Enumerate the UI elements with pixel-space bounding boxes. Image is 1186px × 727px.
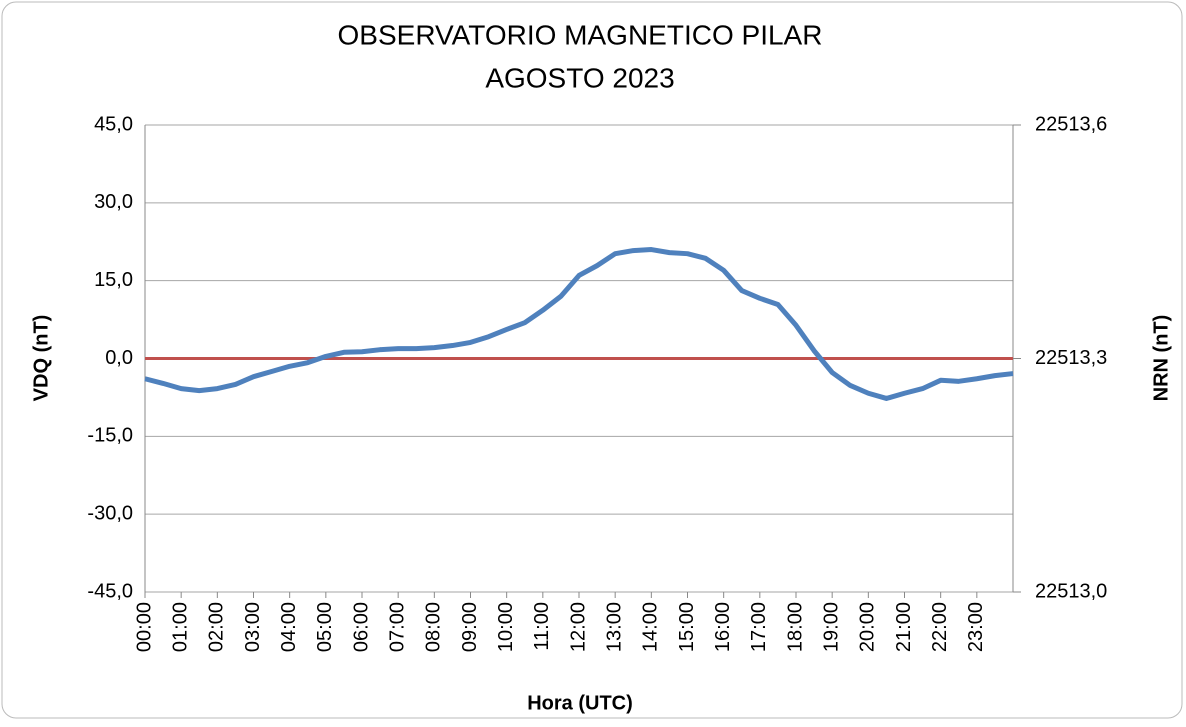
x-axis-label: Hora (UTC): [527, 692, 633, 714]
x-tick-label: 07:00: [386, 602, 408, 652]
x-tick-label: 15:00: [676, 602, 698, 652]
x-tick-label: 10:00: [495, 602, 517, 652]
x-tick-label: 17:00: [748, 602, 770, 652]
x-tick-label: 23:00: [965, 602, 987, 652]
y2-axis-label: NRN (nT): [1150, 315, 1172, 402]
x-tick-label: 06:00: [350, 602, 372, 652]
y-tick-label: -45,0: [87, 580, 133, 602]
x-tick-label: 18:00: [784, 602, 806, 652]
x-tick-label: 20:00: [857, 602, 879, 652]
x-tick-label: 08:00: [423, 602, 445, 652]
x-tick-label: 05:00: [314, 602, 336, 652]
y2-tick-label: 22513,0: [1035, 580, 1107, 602]
y-tick-label: 15,0: [94, 269, 133, 291]
x-tick-label: 19:00: [820, 602, 842, 652]
x-tick-label: 04:00: [278, 602, 300, 652]
x-tick-label: 13:00: [603, 602, 625, 652]
y-tick-label: 0,0: [105, 347, 133, 369]
y-axis-label: VDQ (nT): [30, 315, 52, 402]
x-tick-label: 03:00: [242, 602, 264, 652]
y2-tick-label: 22513,6: [1035, 113, 1107, 135]
x-tick-label: 14:00: [640, 602, 662, 652]
x-tick-label: 02:00: [206, 602, 228, 652]
x-tick-label: 16:00: [712, 602, 734, 652]
chart-subtitle: AGOSTO 2023: [485, 62, 674, 93]
x-tick-label: 21:00: [893, 602, 915, 652]
x-tick-label: 12:00: [567, 602, 589, 652]
y-tick-label: 45,0: [94, 113, 133, 135]
x-tick-label: 11:00: [531, 602, 553, 651]
x-tick-label: 09:00: [459, 602, 481, 652]
y-tick-label: 30,0: [94, 191, 133, 213]
y2-tick-label: 22513,3: [1035, 347, 1107, 369]
data-line: [144, 247, 1014, 401]
x-tick-label: 22:00: [929, 602, 951, 652]
x-tick-label: 01:00: [169, 602, 191, 652]
chart-title: OBSERVATORIO MAGNETICO PILAR: [338, 19, 823, 50]
y-tick-label: -30,0: [87, 502, 133, 524]
x-tick-label: 00:00: [133, 602, 155, 652]
y-tick-label: -15,0: [87, 425, 133, 447]
